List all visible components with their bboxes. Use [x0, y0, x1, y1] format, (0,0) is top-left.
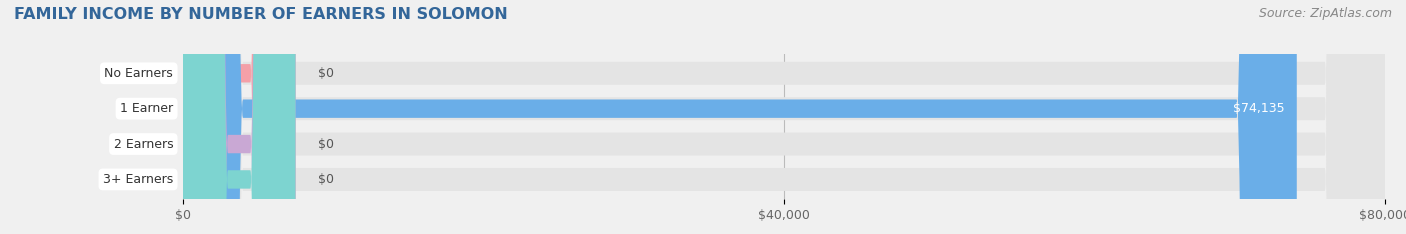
- Text: $0: $0: [318, 138, 335, 150]
- Text: No Earners: No Earners: [104, 67, 173, 80]
- Text: $0: $0: [318, 173, 335, 186]
- FancyBboxPatch shape: [183, 0, 1385, 234]
- Text: Source: ZipAtlas.com: Source: ZipAtlas.com: [1258, 7, 1392, 20]
- FancyBboxPatch shape: [183, 0, 1385, 234]
- FancyBboxPatch shape: [183, 0, 295, 234]
- Text: 1 Earner: 1 Earner: [120, 102, 173, 115]
- Text: FAMILY INCOME BY NUMBER OF EARNERS IN SOLOMON: FAMILY INCOME BY NUMBER OF EARNERS IN SO…: [14, 7, 508, 22]
- FancyBboxPatch shape: [183, 0, 1385, 234]
- FancyBboxPatch shape: [183, 0, 295, 234]
- Text: $0: $0: [318, 67, 335, 80]
- Text: 2 Earners: 2 Earners: [114, 138, 173, 150]
- Text: $74,135: $74,135: [1233, 102, 1285, 115]
- FancyBboxPatch shape: [183, 0, 1385, 234]
- Text: 3+ Earners: 3+ Earners: [103, 173, 173, 186]
- FancyBboxPatch shape: [183, 0, 295, 234]
- FancyBboxPatch shape: [183, 0, 1296, 234]
